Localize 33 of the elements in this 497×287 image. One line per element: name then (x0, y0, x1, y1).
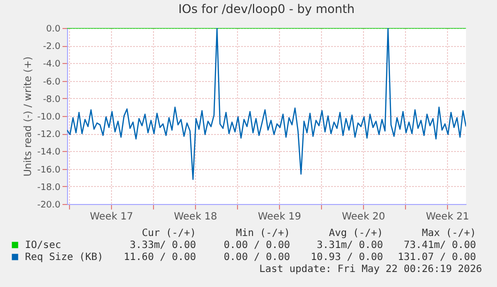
legend-label: IO/sec (25, 240, 62, 251)
y-tick-label: -4.0 (42, 60, 61, 70)
text: 73.41m/ 0.00 (404, 240, 476, 251)
x-tick-label: Week 19 (258, 212, 302, 222)
y-tick-label: -6.0 (42, 77, 61, 88)
x-tick-label: Week 20 (342, 212, 386, 222)
text: 0.00 / 0.00 (224, 240, 290, 251)
y-tick-label: -12.0 (37, 130, 61, 140)
text: 11.60 / 0.00 (124, 252, 196, 263)
text: Min (-/+) (236, 228, 290, 239)
legend-label: Req Size (KB) (25, 252, 104, 263)
text: Avg (-/+) (328, 228, 383, 239)
text: 3.33m/ 0.00 (130, 240, 196, 251)
y-tick-label: -20.0 (37, 200, 61, 210)
y-tick-label: -14.0 (37, 148, 61, 158)
y-tick-label: 0.0 (46, 24, 61, 34)
y-tick-label: -18.0 (37, 182, 61, 193)
y-axis-title: Units read (-) / write (+) (23, 56, 34, 177)
text: 10.93 / 0.00 (310, 252, 383, 263)
text: 3.31m/ 0.00 (316, 240, 383, 251)
chart-title: IOs for /dev/loop0 - by month (178, 2, 355, 16)
x-tick-label: Week 17 (90, 212, 134, 222)
y-tick-label: -16.0 (37, 165, 61, 176)
text: 0.00 / 0.00 (224, 252, 290, 263)
y-tick-label: -2.0 (42, 42, 61, 52)
text: Last update: Fri May 22 00:26:19 2026 (259, 264, 482, 275)
text: Cur (-/+) (142, 228, 196, 239)
text: 131.07 / 0.00 (398, 252, 476, 263)
x-tick-label: Week 18 (174, 212, 218, 222)
x-tick-label: Week 21 (426, 212, 470, 222)
text: Max (-/+) (422, 228, 476, 239)
y-tick-label: -8.0 (42, 94, 61, 105)
y-tick-label: -10.0 (37, 112, 61, 122)
